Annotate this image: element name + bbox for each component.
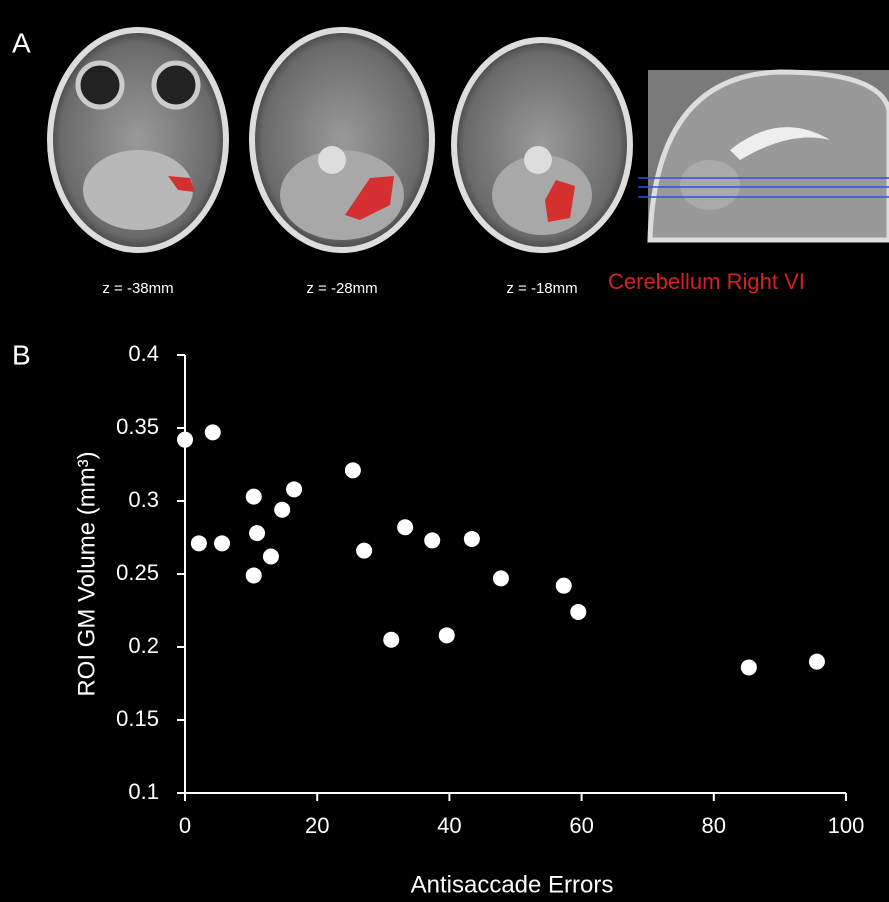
point [439, 627, 455, 643]
point [274, 502, 290, 518]
point [809, 654, 825, 670]
point [464, 531, 480, 547]
point [249, 525, 265, 541]
slice-caption: z = -28mm [306, 280, 377, 297]
x-axis-title: Antisaccade Errors [411, 871, 614, 898]
x-tick-label: 100 [828, 813, 865, 838]
y-tick-label: 0.3 [128, 487, 159, 512]
point [345, 462, 361, 478]
point [214, 535, 230, 551]
point [177, 432, 193, 448]
point [286, 481, 302, 497]
point [556, 578, 572, 594]
point [570, 604, 586, 620]
x-tick-label: 20 [305, 813, 329, 838]
y-tick-label: 0.25 [116, 560, 159, 585]
slice-caption: z = -38mm [102, 280, 173, 297]
point [424, 532, 440, 548]
x-tick-label: 60 [569, 813, 593, 838]
brain-sagittal [638, 70, 889, 240]
point [741, 659, 757, 675]
brain-slice [50, 30, 226, 250]
y-tick-label: 0.15 [116, 706, 159, 731]
y-axis-title: ROI GM Volume (mm³) [73, 451, 100, 696]
slice-caption: z = -18mm [506, 280, 577, 297]
point [246, 489, 262, 505]
x-tick-label: 40 [437, 813, 461, 838]
x-tick-label: 80 [702, 813, 726, 838]
y-tick-label: 0.4 [128, 341, 159, 366]
panel-label: B [12, 339, 31, 370]
panel-label: A [12, 27, 31, 58]
y-tick-label: 0.1 [128, 779, 159, 804]
point [205, 424, 221, 440]
page: A z = -38mm z = -28mm z = -18mm Cerebell… [0, 0, 889, 902]
point [383, 632, 399, 648]
point [191, 535, 207, 551]
point [263, 548, 279, 564]
point [246, 567, 262, 583]
y-tick-label: 0.35 [116, 414, 159, 439]
x-tick-label: 0 [179, 813, 191, 838]
point [356, 543, 372, 559]
y-tick-label: 0.2 [128, 633, 159, 658]
point [493, 570, 509, 586]
roi-label: Cerebellum Right VI [608, 269, 805, 294]
brain-slice [454, 40, 630, 250]
brain-slice [252, 30, 432, 250]
point [397, 519, 413, 535]
figure: A z = -38mm z = -28mm z = -18mm Cerebell… [0, 0, 889, 902]
